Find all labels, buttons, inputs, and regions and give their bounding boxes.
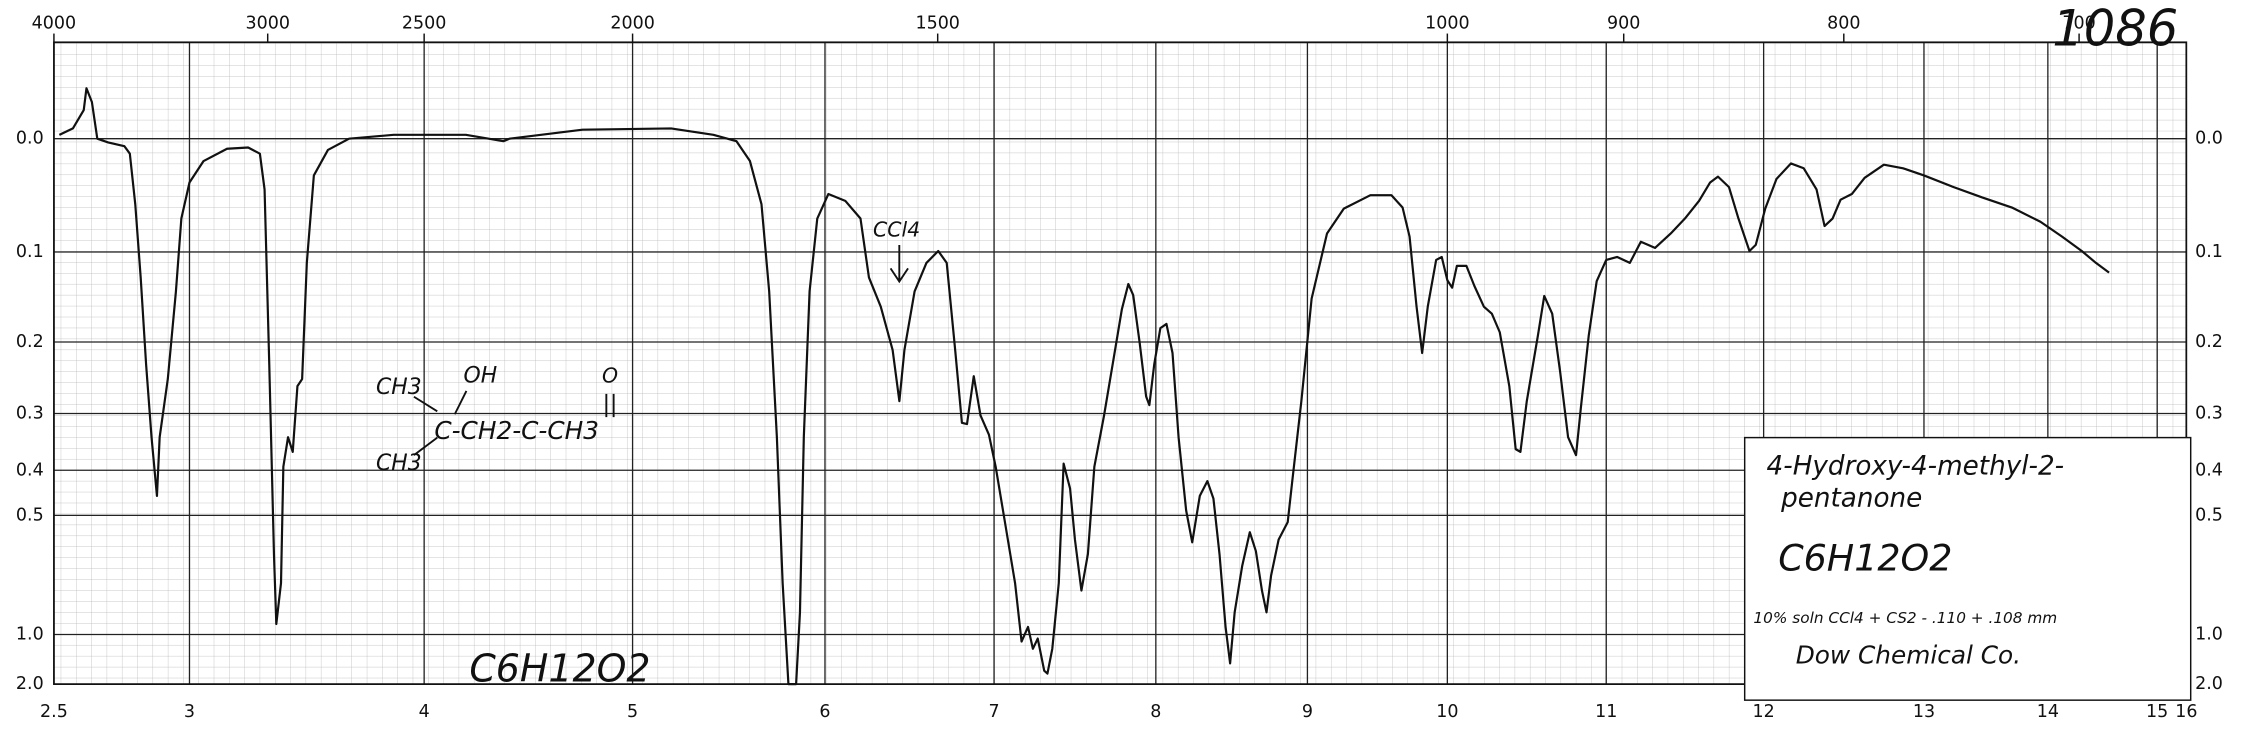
x2-tick-label: 2000	[610, 13, 654, 33]
x2-tick-label: 1000	[1425, 13, 1469, 33]
y-tick-label-right: 2.0	[2195, 674, 2223, 694]
y-tick-label-right: 0.3	[2195, 403, 2223, 423]
annotation: pentanone	[1780, 483, 1922, 513]
y-tick-label-right: 0.0	[2195, 129, 2223, 149]
y-tick-label: 0.3	[16, 403, 44, 423]
x-tick-label: 4	[419, 702, 430, 722]
bond	[453, 390, 468, 415]
x2-tick-label: 900	[1607, 13, 1640, 33]
x2-tick-label: 800	[1827, 13, 1860, 33]
x-tick-label: 5	[627, 702, 638, 722]
x-tick-label: 14	[2037, 702, 2059, 722]
x-tick-label: 2.5	[40, 702, 68, 722]
annotation: Dow Chemical Co.	[1796, 640, 2021, 669]
x2-tick-label: 4000	[32, 13, 76, 33]
annotation: 4-Hydroxy-4-methyl-2-	[1767, 451, 2065, 481]
arrow	[889, 245, 909, 284]
annotation: O	[602, 363, 618, 387]
x-tick-label: 8	[1150, 702, 1161, 722]
y-tick-label-right: 0.2	[2195, 332, 2223, 352]
x2-tick-label: 1500	[915, 13, 959, 33]
x-tick-label: 3	[184, 702, 195, 722]
x-tick-label: 11	[1595, 702, 1617, 722]
y-tick-label: 0.5	[16, 505, 44, 525]
y-tick-label: 0.2	[16, 332, 44, 352]
y-tick-label-right: 0.4	[2195, 460, 2223, 480]
x-tick-label: 9	[1302, 702, 1313, 722]
y-tick-label: 0.1	[16, 242, 44, 262]
plot-frame	[53, 41, 2188, 685]
x-tick-label: 16	[2175, 702, 2197, 722]
annotation: CCl4	[873, 217, 920, 241]
annotation: 1086	[2052, 0, 2178, 58]
spectrum-line	[58, 87, 2110, 686]
x-tick-label: 12	[1753, 702, 1775, 722]
y-tick-label: 2.0	[16, 674, 44, 694]
bond	[413, 395, 438, 456]
annotation: CH3	[376, 451, 422, 476]
annotation: C-CH2-C-CH3	[434, 416, 599, 445]
double-bond	[605, 393, 615, 418]
annotation: CH3	[376, 375, 422, 400]
annotations: 1086 CH3 OH O C-CH2-C-CH3 CH3 CCl4 C6H12O2 4-Hyd…	[376, 0, 2178, 690]
x-tick-label: 15	[2146, 702, 2168, 722]
structure-bonds	[413, 245, 909, 456]
annotation: 10% soln CCl4 + CS2 - .110 + .108 mm	[1753, 609, 2057, 627]
marks	[58, 87, 2110, 686]
y-tick-label: 0.0	[16, 129, 44, 149]
x2-tick-label: 2500	[402, 13, 446, 33]
x-tick-label: 7	[988, 702, 999, 722]
y-tick-label-right: 1.0	[2195, 625, 2223, 645]
y-tick-label: 0.4	[16, 460, 44, 480]
y-tick-label: 1.0	[16, 625, 44, 645]
x2-tick-label: 700	[2062, 13, 2095, 33]
x-tick-label: 6	[819, 702, 830, 722]
x-tick-label: 10	[1436, 702, 1458, 722]
annotation: C6H12O2	[1778, 537, 1952, 580]
annotation: C6H12O2	[469, 646, 650, 690]
y-tick-label-right: 0.1	[2195, 242, 2223, 262]
annotation: OH	[464, 363, 498, 388]
label-box	[1743, 436, 2192, 701]
x2-tick-label: 3000	[245, 13, 289, 33]
x-tick-label: 13	[1913, 702, 1935, 722]
y-tick-label-right: 0.5	[2195, 505, 2223, 525]
